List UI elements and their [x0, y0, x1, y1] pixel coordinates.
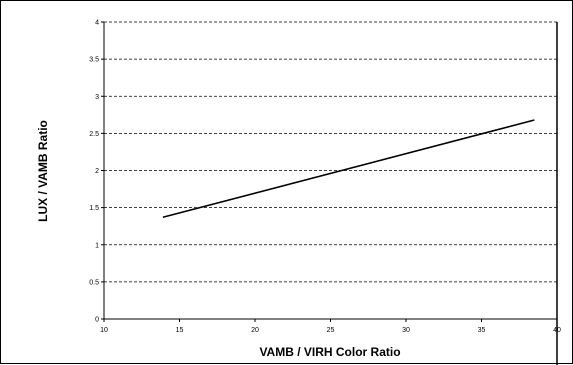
- axes: [101, 21, 558, 365]
- y-tick-label: 0.5: [89, 279, 99, 286]
- x-axis-title: VAMB / VIRH Color Ratio: [259, 345, 400, 359]
- x-tick-label: 15: [176, 327, 184, 334]
- y-tick-labels: 0 0.5 1 1.5 2 2.5 3 3.5 4: [89, 20, 99, 324]
- y-tick-label: 1: [95, 242, 99, 249]
- x-tick-label: 30: [402, 327, 410, 334]
- gridlines: [104, 21, 557, 283]
- y-tick-label: 4: [95, 20, 99, 27]
- x-tick-label: 10: [100, 327, 108, 334]
- y-tick-label: 3: [95, 94, 99, 101]
- x-tick-labels: 10 15 20 25 30 35 40: [100, 327, 561, 334]
- y-tick-label: 3.5: [89, 57, 99, 64]
- y-tick-label: 2.5: [89, 131, 99, 138]
- y-axis-title: LUX / VAMB Ratio: [36, 120, 50, 222]
- x-tick-label: 35: [478, 327, 486, 334]
- series-lines: [162, 119, 535, 219]
- y-tick-label: 2: [95, 168, 99, 175]
- x-tick-label: 20: [251, 327, 259, 334]
- x-tick-label: 40: [553, 327, 561, 334]
- y-tick-label: 0: [95, 317, 99, 324]
- series-line: [162, 119, 535, 219]
- y-tick-label: 1.5: [89, 205, 99, 212]
- x-tick-label: 25: [327, 327, 335, 334]
